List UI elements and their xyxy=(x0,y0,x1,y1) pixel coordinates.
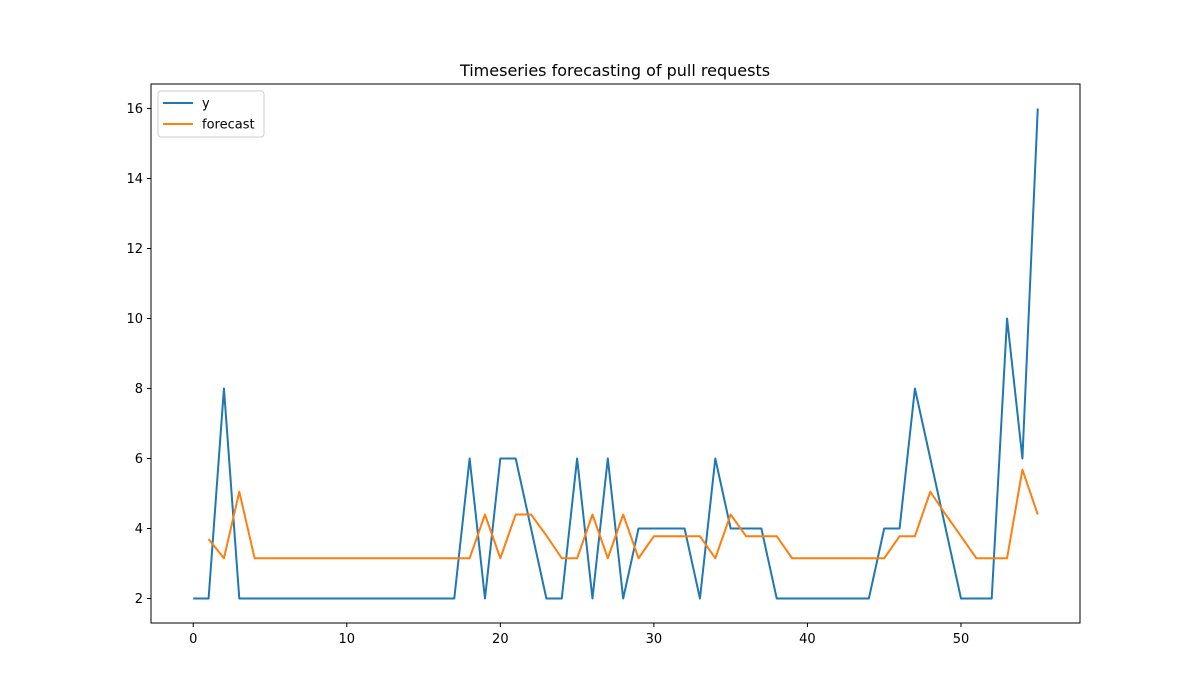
series-line-y xyxy=(193,108,1039,600)
legend-label-y: y xyxy=(202,97,210,112)
y-tick-label: 16 xyxy=(126,102,143,117)
y-tick-label: 10 xyxy=(126,312,143,327)
plot-area xyxy=(151,84,1080,623)
series-line-forecast xyxy=(207,468,1039,560)
x-tick-label: 50 xyxy=(953,632,970,647)
legend-label-forecast: forecast xyxy=(202,118,255,133)
y-tick-label: 8 xyxy=(135,382,143,397)
chart-title: Timeseries forecasting of pull requests xyxy=(459,61,770,80)
series-layer xyxy=(193,108,1039,600)
y-axis: 2 4 6 8 10 12 14 16 xyxy=(126,102,151,607)
y-tick-label: 6 xyxy=(135,452,143,467)
x-tick-label: 10 xyxy=(339,632,356,647)
x-axis: 0 10 20 30 40 50 xyxy=(189,623,969,647)
x-tick-label: 40 xyxy=(799,632,816,647)
y-tick-label: 4 xyxy=(135,522,143,537)
plot-frame xyxy=(150,83,1081,624)
x-tick-label: 0 xyxy=(189,632,197,647)
y-tick-label: 14 xyxy=(126,172,143,187)
x-tick-label: 20 xyxy=(492,632,509,647)
legend: y forecast xyxy=(157,90,265,138)
x-tick-label: 30 xyxy=(646,632,663,647)
y-tick-label: 2 xyxy=(135,592,143,607)
y-tick-label: 12 xyxy=(126,242,143,257)
